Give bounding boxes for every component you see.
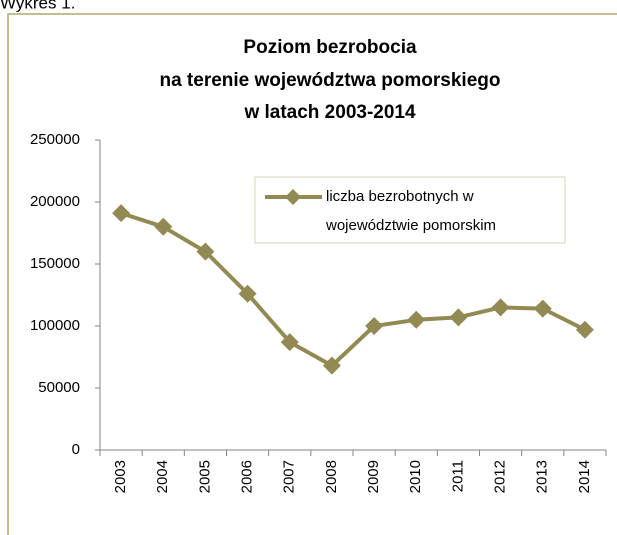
y-tick-label: 0 [72, 441, 80, 458]
y-tick-label: 150000 [30, 255, 80, 272]
legend-marker [285, 189, 301, 205]
data-point [112, 204, 131, 223]
data-point [449, 308, 468, 327]
data-point [407, 310, 426, 329]
chart-title: na terenie województwa pomorskiego [159, 70, 500, 91]
x-tick-label: 2009 [365, 460, 382, 493]
x-tick-label: 2006 [239, 460, 256, 493]
data-point [575, 320, 594, 339]
y-tick-label: 100000 [30, 317, 80, 334]
y-tick-label: 200000 [30, 193, 80, 210]
y-tick-label: 250000 [30, 131, 80, 148]
chart-frame [7, 13, 617, 535]
data-point [280, 333, 299, 352]
x-tick-label: 2003 [112, 460, 129, 493]
data-point [154, 217, 173, 236]
x-tick-label: 2008 [323, 460, 340, 493]
legend-label: województwie pomorskim [325, 217, 496, 234]
data-point [196, 242, 215, 261]
data-point [238, 284, 257, 303]
x-tick-label: 2004 [154, 460, 171, 493]
x-tick-label: 2010 [407, 460, 424, 493]
data-point [365, 317, 384, 335]
caption: Wykres 1. [0, 0, 75, 12]
y-tick-label: 50000 [38, 379, 80, 396]
x-tick-label: 2007 [281, 460, 298, 493]
chart-title: w latach 2003-2014 [243, 102, 416, 123]
x-tick-label: 2013 [534, 460, 551, 493]
data-point [322, 356, 341, 375]
legend [254, 176, 566, 244]
x-tick-label: 2012 [492, 460, 509, 493]
x-tick-label: 2014 [576, 460, 593, 493]
x-tick-label: 2005 [196, 460, 213, 493]
data-point [533, 299, 552, 318]
data-point [491, 298, 510, 317]
chart-title: Poziom bezrobocia [243, 37, 417, 58]
x-tick-label: 2011 [449, 460, 466, 492]
legend-label: liczba bezrobotnych w [326, 188, 474, 205]
